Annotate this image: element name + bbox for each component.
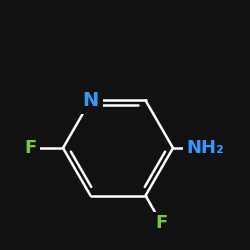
Text: NH₂: NH₂ — [186, 139, 224, 157]
Text: N: N — [82, 91, 99, 110]
Text: F: F — [25, 139, 37, 157]
Text: F: F — [156, 214, 168, 232]
